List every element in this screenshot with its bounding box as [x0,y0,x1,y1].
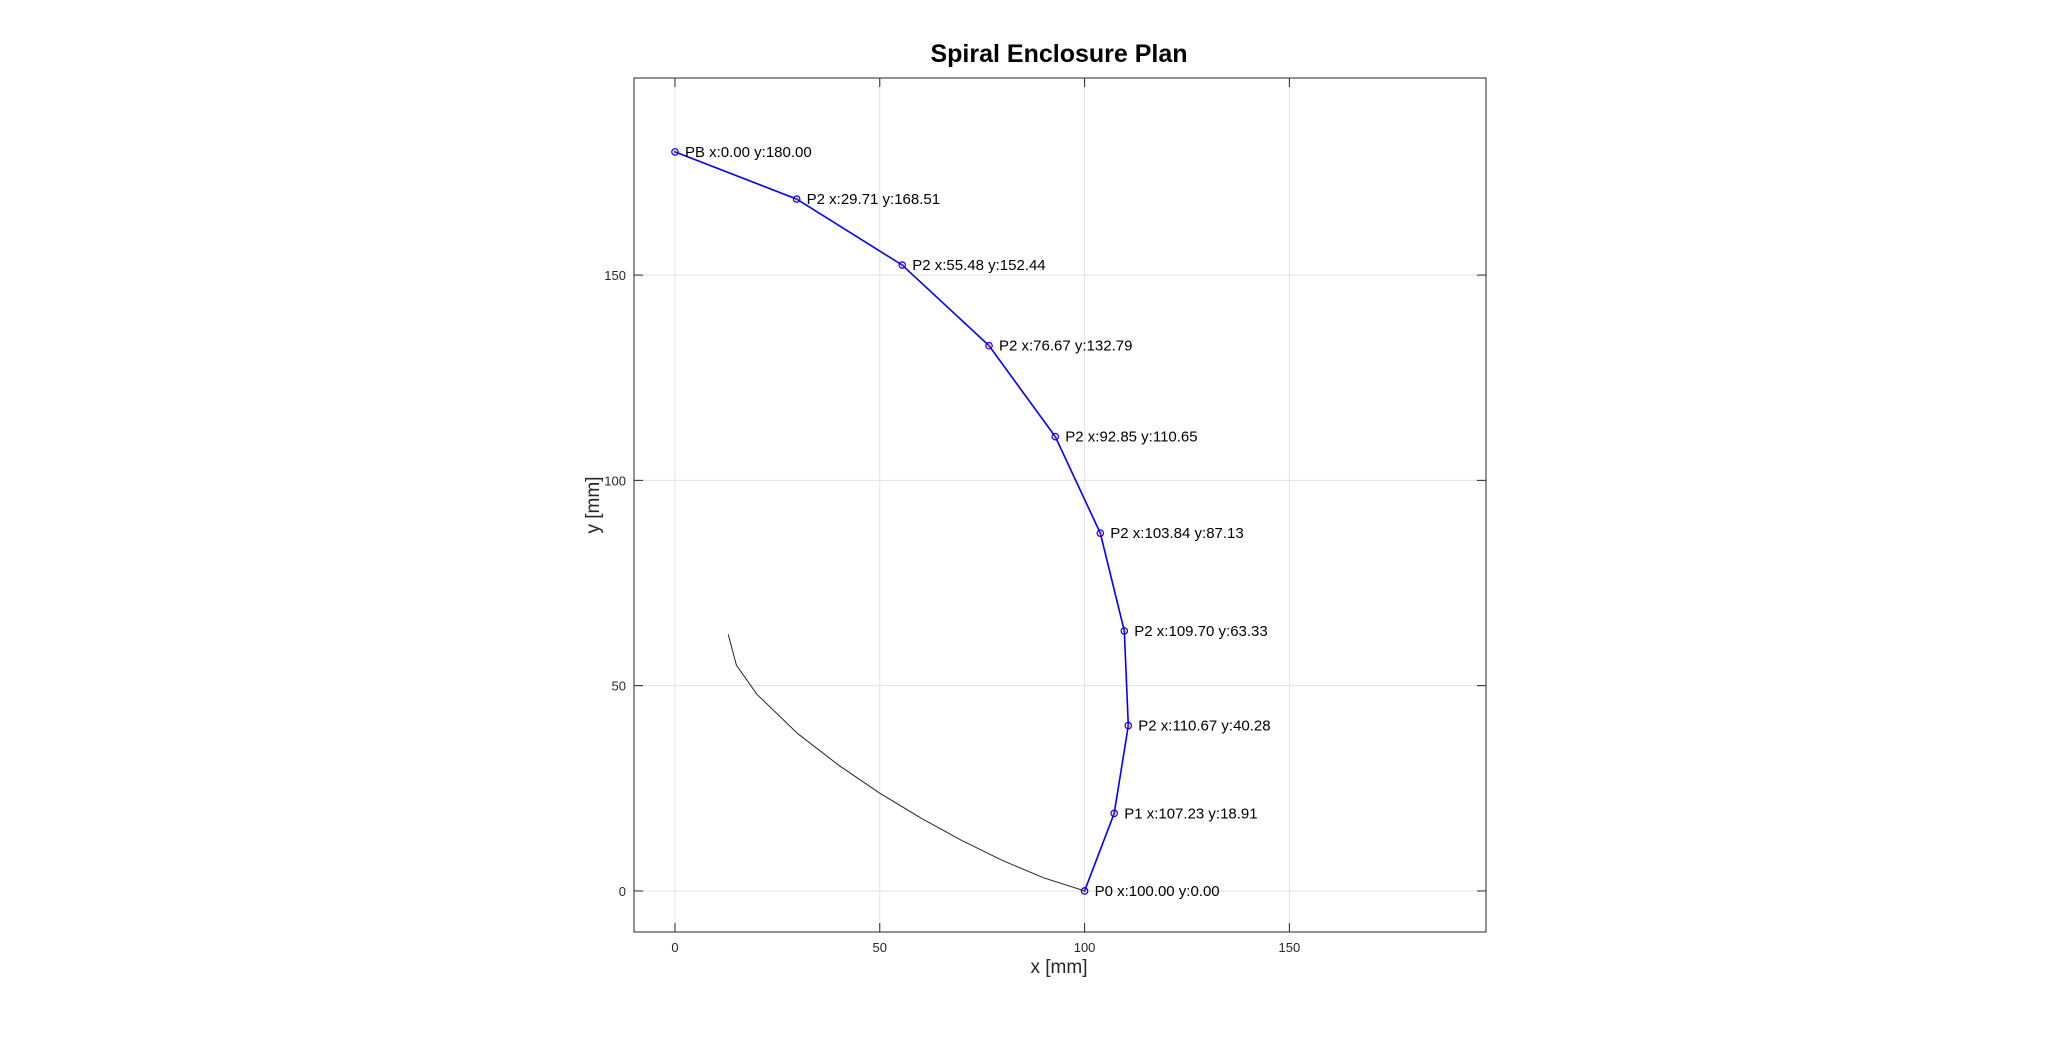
point-labels: P0 x:100.00 y:0.00 P1 x:107.23 y:18.91 P2 … [685,144,1271,900]
point-marker [792,195,801,203]
point-label: P2 x:55.48 y:152.44 [912,257,1045,274]
point-marker-center [1083,889,1086,893]
axis-ticks: 0 50 100 150 0 50 100 150 [604,78,1486,955]
point-marker [1051,432,1060,441]
point-label: P2 x:109.70 y:63.33 [1134,623,1267,640]
arc-curve [727,634,1085,892]
point-marker [1120,627,1129,635]
point-marker-center [1126,724,1130,727]
chart-title: Spiral Enclosure Plan [930,40,1187,68]
y-tick-label: 100 [604,473,626,488]
point-marker-center [1123,629,1126,633]
grid [634,78,1486,932]
point-marker [1124,721,1133,730]
point-label: P2 x:92.85 y:110.65 [1065,429,1197,446]
y-tick-label: 50 [612,679,626,694]
point-label: P0 x:100.00 y:0.00 [1095,883,1220,900]
point-marker [1096,529,1105,538]
x-tick-label: 0 [671,940,678,955]
x-tick-label: 150 [1279,940,1301,955]
point-marker-center [1053,435,1057,438]
point-marker [898,261,907,269]
point-marker-center [900,263,904,267]
point-label: P1 x:107.23 y:18.91 [1124,805,1257,822]
point-label: PB x:0.00 y:180.00 [685,144,812,161]
point-marker-center [987,344,991,348]
point-label: P2 x:103.84 y:87.13 [1110,525,1243,542]
point-marker-center [1099,531,1102,535]
x-tick-label: 50 [873,940,887,955]
y-axis-label: y [mm] [583,477,604,534]
x-axis-label: x [mm] [1031,957,1088,978]
point-marker-center [673,150,677,154]
point-marker-center [1112,812,1116,815]
point-label: P2 x:110.67 y:40.28 [1138,718,1270,735]
spiral-polyline [674,151,1130,892]
point-marker-center [795,197,798,201]
point-marker [671,148,679,156]
point-label: P2 x:76.67 y:132.79 [999,338,1132,355]
point-marker [985,341,993,350]
y-tick-label: 150 [604,268,626,283]
point-label: P2 x:29.71 y:168.51 [807,191,940,208]
x-tick-label: 100 [1074,940,1096,955]
plot-series [671,148,1133,895]
y-tick-label: 0 [619,884,626,899]
plot-area-frame [633,77,1487,933]
point-marker [1080,887,1089,895]
point-marker [1110,809,1118,818]
